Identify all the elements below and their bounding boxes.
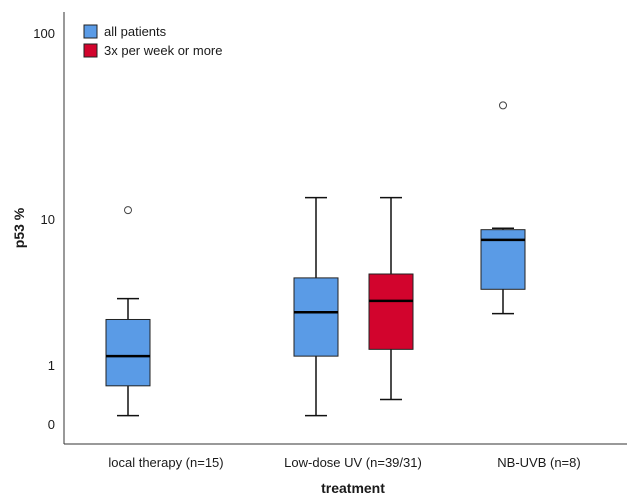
legend-label-3x-per-week: 3x per week or more: [104, 43, 223, 58]
box-series-group: [105, 101, 526, 417]
x-category-label-local-therapy: local therapy (n=15): [108, 455, 223, 470]
y-tick-label-100: 100: [33, 26, 55, 41]
x-category-label-low-dose-uv: Low-dose UV (n=39/31): [284, 455, 422, 470]
y-tick-label-10: 10: [41, 212, 55, 227]
legend-swatch-all-patients: [83, 24, 98, 39]
y-tick-label-1: 1: [48, 358, 55, 373]
legend: all patients 3x per week or more: [83, 24, 223, 58]
y-axis-title: p53 %: [11, 207, 27, 248]
outlier-point-series0-cat0-0: [124, 206, 132, 215]
legend-swatch-3x-per-week: [83, 43, 98, 58]
box-series1-cat1: [368, 273, 414, 350]
y-tick-label-0: 0: [48, 417, 55, 432]
x-category-label-nb-uvb: NB-UVB (n=8): [497, 455, 580, 470]
x-axis-title: treatment: [321, 480, 385, 496]
legend-label-all-patients: all patients: [104, 24, 167, 39]
box-series0-cat1: [293, 277, 339, 357]
box-series0-cat0: [105, 318, 151, 387]
outlier-point-series0-cat2-0: [499, 101, 507, 110]
